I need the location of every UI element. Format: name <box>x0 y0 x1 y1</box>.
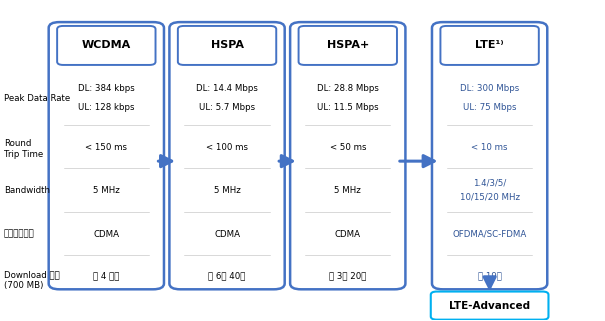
Text: DL: 28.8 Mbps: DL: 28.8 Mbps <box>317 84 379 93</box>
Text: 10/15/20 MHz: 10/15/20 MHz <box>460 193 520 202</box>
Text: Download 시간
(700 MB): Download 시간 (700 MB) <box>4 270 59 291</box>
Text: Bandwidth: Bandwidth <box>4 187 50 195</box>
FancyBboxPatch shape <box>178 26 276 65</box>
Text: HSPA+: HSPA+ <box>327 40 369 50</box>
Text: Peak Data Rate: Peak Data Rate <box>4 94 70 103</box>
FancyBboxPatch shape <box>57 26 155 65</box>
Text: 무선접속기술: 무선접속기술 <box>4 230 34 239</box>
Text: CDMA: CDMA <box>335 230 361 239</box>
Text: UL: 11.5 Mbps: UL: 11.5 Mbps <box>317 103 379 112</box>
FancyBboxPatch shape <box>48 22 164 289</box>
FancyBboxPatch shape <box>440 26 539 65</box>
Text: 🚲 3분 20초: 🚲 3분 20초 <box>329 271 367 280</box>
Text: 5 MHz: 5 MHz <box>214 187 240 195</box>
Text: DL: 384 kbps: DL: 384 kbps <box>78 84 135 93</box>
FancyBboxPatch shape <box>431 291 549 320</box>
Text: 🏍 4 시간: 🏍 4 시간 <box>93 271 120 280</box>
Text: LTE¹⁾: LTE¹⁾ <box>476 40 504 50</box>
Text: LTE-Advanced: LTE-Advanced <box>449 300 530 311</box>
FancyBboxPatch shape <box>290 22 405 289</box>
FancyBboxPatch shape <box>432 22 548 289</box>
Text: 🌊 19초: 🌊 19초 <box>478 271 502 280</box>
Text: < 10 ms: < 10 ms <box>471 143 508 152</box>
Text: 5 MHz: 5 MHz <box>335 187 361 195</box>
Text: CDMA: CDMA <box>214 230 240 239</box>
Text: < 100 ms: < 100 ms <box>206 143 248 152</box>
Text: CDMA: CDMA <box>93 230 119 239</box>
FancyBboxPatch shape <box>169 22 285 289</box>
FancyBboxPatch shape <box>299 26 397 65</box>
Text: DL: 14.4 Mbps: DL: 14.4 Mbps <box>196 84 258 93</box>
Text: < 50 ms: < 50 ms <box>330 143 366 152</box>
Text: UL: 128 kbps: UL: 128 kbps <box>78 103 134 112</box>
Text: 🚲 6분 40초: 🚲 6분 40초 <box>208 271 246 280</box>
Text: OFDMA/SC-FDMA: OFDMA/SC-FDMA <box>453 230 527 239</box>
Text: HSPA: HSPA <box>211 40 244 50</box>
Text: DL: 300 Mbps: DL: 300 Mbps <box>460 84 519 93</box>
Text: UL: 75 Mbps: UL: 75 Mbps <box>463 103 517 112</box>
Text: < 150 ms: < 150 ms <box>85 143 127 152</box>
Text: 5 MHz: 5 MHz <box>93 187 120 195</box>
Text: UL: 5.7 Mbps: UL: 5.7 Mbps <box>199 103 255 112</box>
Text: WCDMA: WCDMA <box>82 40 131 50</box>
Text: Round
Trip Time: Round Trip Time <box>4 139 43 159</box>
Text: 1.4/3/5/: 1.4/3/5/ <box>473 178 506 187</box>
